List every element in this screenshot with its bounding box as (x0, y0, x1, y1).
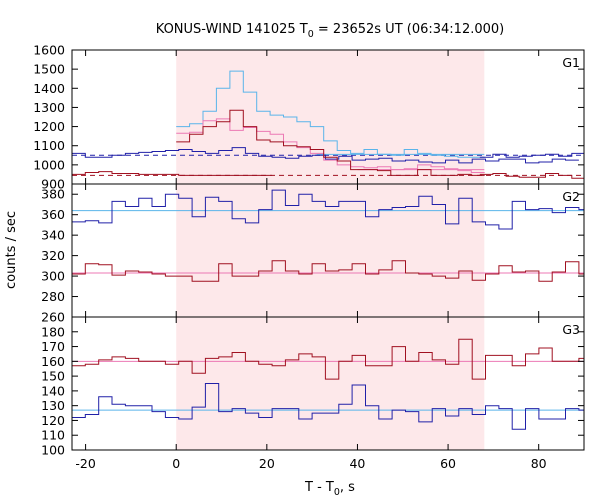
panel-label: G3 (562, 322, 580, 337)
shaded-interval (176, 317, 485, 450)
onsource-lightblue-0 (176, 70, 485, 158)
y-tick-label: 1400 (33, 81, 65, 96)
y-tick-label: 360 (41, 207, 65, 222)
post-blue-0 (479, 152, 584, 158)
panel-data-group (72, 184, 584, 317)
x-tick-label: 40 (349, 456, 365, 471)
x-tick-label: 60 (440, 456, 456, 471)
y-tick-label: 320 (41, 248, 65, 263)
panel-g2: 260 280 300 320 340 360 380 G2 (41, 183, 585, 325)
onsource-red-2 (176, 109, 485, 176)
y-tick-label: 110 (41, 428, 65, 443)
onsource-pink-1 (176, 118, 485, 173)
y-tick-label: 300 (41, 269, 65, 284)
series-red-1 (72, 260, 584, 282)
y-tick-label: 100 (41, 443, 65, 458)
y-tick-label: 1200 (33, 119, 65, 134)
y-tick-label: 120 (41, 413, 65, 428)
panel-frame (71, 316, 585, 451)
x-axis-label: T - T0, s (304, 480, 355, 498)
y-tick-label: 180 (41, 324, 65, 339)
y-tick-label: 1300 (33, 100, 65, 115)
series-red-1 (72, 171, 273, 176)
y-tick-label: 260 (41, 310, 65, 325)
y-axis-label: counts / sec (4, 211, 19, 289)
x-tick-label: 80 (531, 456, 547, 471)
series-red-0 (72, 338, 584, 380)
x-tick-label: 0 (172, 456, 180, 471)
y-tick-label: 140 (41, 383, 65, 398)
y-tick-label: 1100 (33, 138, 65, 153)
panel-data-group (72, 50, 584, 184)
y-tick-label: 1600 (33, 43, 65, 58)
y-tick-label: 170 (41, 339, 65, 354)
post-red-1 (479, 173, 584, 179)
y-tick-label: 900 (41, 177, 65, 192)
panel-data-group (72, 317, 584, 450)
plot-area: 9001000110012001300140015001600G12602803… (33, 43, 585, 471)
y-tick-label: 150 (41, 369, 65, 384)
chart-title: KONUS-WIND 141025 T0 = 23652s UT (06:34:… (156, 22, 505, 40)
shaded-interval (176, 184, 485, 317)
shaded-interval (176, 50, 485, 184)
y-tick-label: 380 (41, 187, 65, 202)
series-blue-1 (72, 383, 584, 430)
x-tick-label: -20 (75, 456, 95, 471)
panel-g1: 900 1000 1100 1200 1300 1400 1500 1600 G1 (33, 43, 585, 192)
y-tick-label: 130 (41, 398, 65, 413)
y-tick-label: 340 (41, 228, 65, 243)
y-tick-label: 1500 (33, 62, 65, 77)
panel-label: G1 (562, 55, 580, 70)
y-tick-label: 280 (41, 289, 65, 304)
series-blue-0 (72, 189, 584, 230)
panel-label: G2 (562, 189, 580, 204)
x-tick-label: 20 (259, 456, 275, 471)
y-tick-label: 160 (41, 354, 65, 369)
y-tick-label: 1000 (33, 157, 65, 172)
